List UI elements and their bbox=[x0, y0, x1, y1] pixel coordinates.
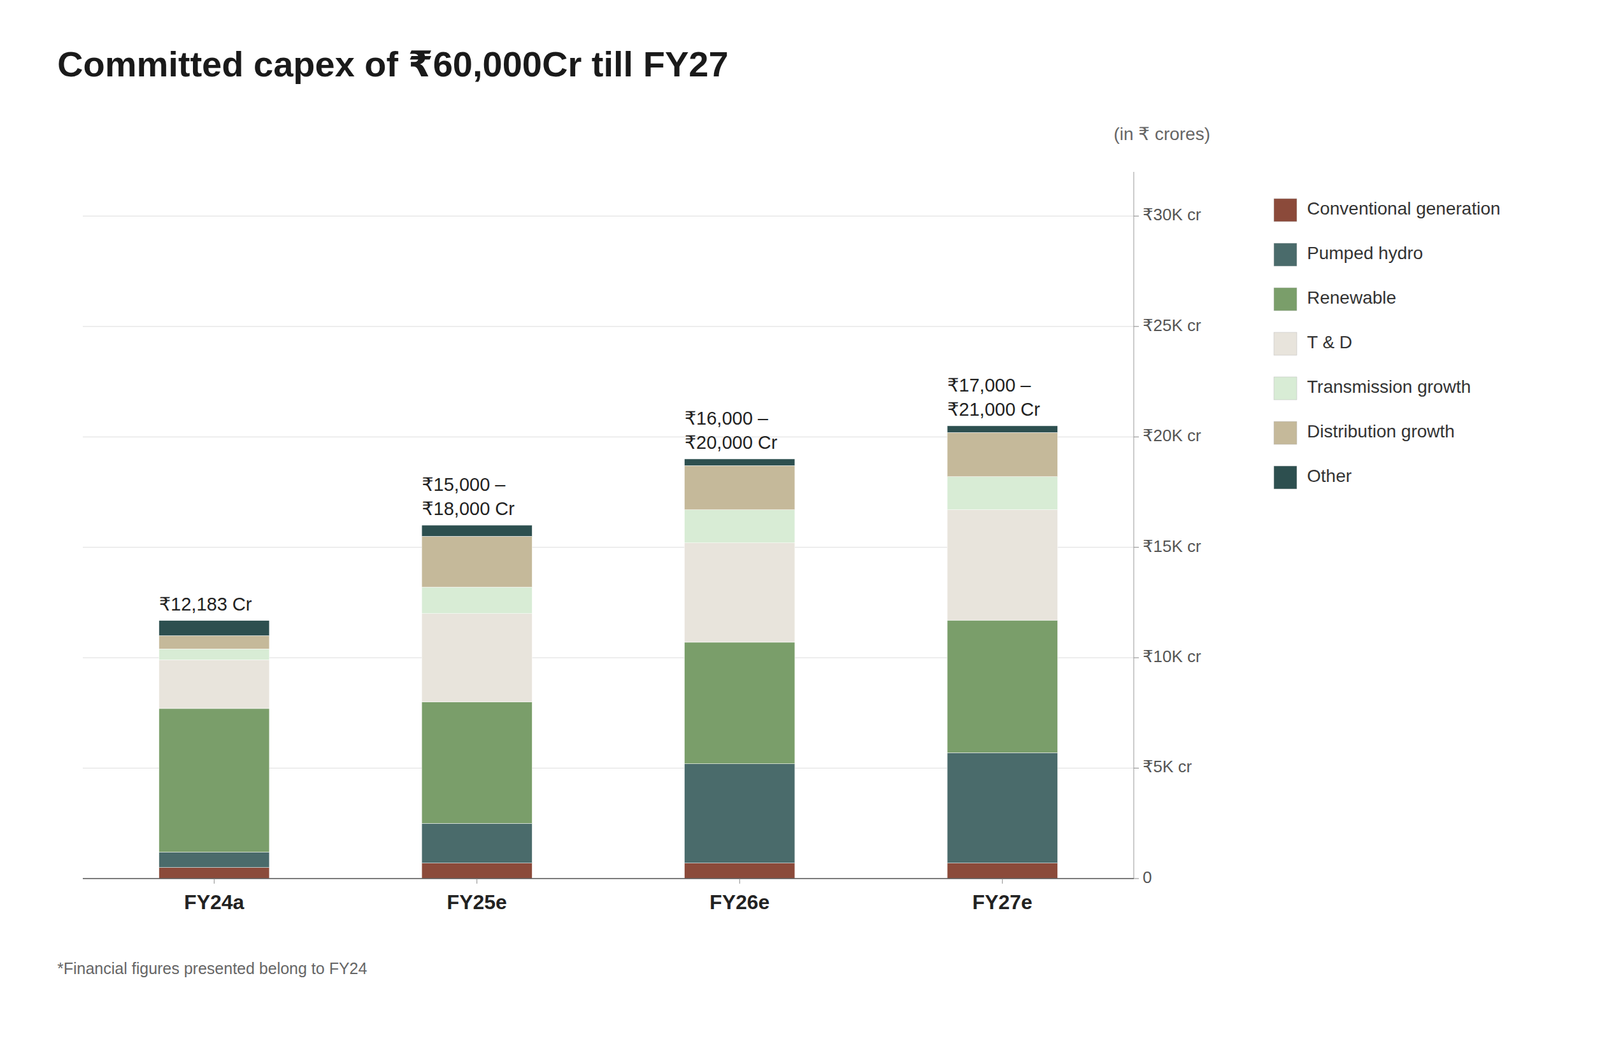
bar-annotation-line: ₹17,000 – bbox=[947, 375, 1032, 396]
x-tick bbox=[739, 878, 741, 885]
bar-segment bbox=[947, 510, 1058, 621]
legend-label: Distribution growth bbox=[1307, 421, 1455, 442]
legend-label: Renewable bbox=[1307, 287, 1397, 308]
legend-swatch bbox=[1273, 377, 1297, 400]
x-tick bbox=[1001, 878, 1003, 885]
bar-segment bbox=[684, 863, 795, 879]
grid-line bbox=[82, 326, 1134, 327]
bar-segment bbox=[684, 510, 795, 544]
legend-label: Conventional generation bbox=[1307, 198, 1501, 219]
x-axis-line bbox=[82, 878, 1134, 880]
x-tick-label: FY25e bbox=[447, 891, 508, 915]
x-tick-label: FY27e bbox=[972, 891, 1033, 915]
bar-annotation-line: ₹12,183 Cr bbox=[159, 594, 253, 615]
bar-segment bbox=[684, 465, 795, 510]
y-tick bbox=[1133, 326, 1139, 327]
legend-label: T & D bbox=[1307, 332, 1353, 353]
y-tick-label: ₹15K cr bbox=[1142, 536, 1202, 557]
bar-annotation-line: ₹15,000 – bbox=[421, 474, 506, 495]
bar-segment bbox=[159, 852, 270, 868]
y-tick-label: ₹10K cr bbox=[1142, 647, 1202, 667]
bar-annotation: ₹16,000 – ₹20,000 Cr bbox=[684, 408, 778, 453]
y-tick bbox=[1133, 436, 1139, 438]
bar-segment bbox=[947, 863, 1058, 879]
y-tick-label: ₹25K cr bbox=[1142, 315, 1202, 336]
bar-segment bbox=[159, 708, 270, 853]
legend-label: Pumped hydro bbox=[1307, 243, 1423, 264]
y-tick-label: 0 bbox=[1142, 868, 1152, 888]
bar-annotation: ₹17,000 – ₹21,000 Cr bbox=[947, 375, 1041, 420]
x-tick bbox=[214, 878, 215, 885]
y-axis-line bbox=[1133, 171, 1135, 879]
bar-segment bbox=[947, 620, 1058, 753]
bar-annotation-line: ₹21,000 Cr bbox=[947, 399, 1041, 420]
bar-segment bbox=[947, 752, 1058, 864]
legend-swatch bbox=[1273, 198, 1297, 222]
x-tick-label: FY26e bbox=[709, 891, 770, 915]
bar-segment bbox=[684, 764, 795, 864]
bar-segment bbox=[947, 477, 1058, 511]
bar-annotation: ₹12,183 Cr bbox=[159, 594, 253, 615]
legend: Conventional generation Pumped hydro Renew… bbox=[1273, 198, 1501, 490]
y-tick-label: ₹5K cr bbox=[1142, 757, 1193, 777]
bars bbox=[159, 426, 1058, 879]
footnote: *Financial figures presented belong to F… bbox=[57, 959, 368, 978]
title: Committed capex of ₹60,000Cr till FY27 bbox=[57, 43, 729, 85]
legend-swatch bbox=[1273, 466, 1297, 490]
bar-segment bbox=[159, 621, 270, 637]
y-tick bbox=[1133, 547, 1139, 548]
bar-segment bbox=[159, 649, 270, 660]
bar-segment bbox=[421, 614, 532, 703]
y-tick bbox=[1133, 657, 1139, 659]
legend-swatch bbox=[1273, 332, 1297, 356]
x-tick bbox=[476, 878, 478, 885]
bar-annotation: ₹15,000 – ₹18,000 Cr bbox=[421, 474, 515, 520]
legend-swatch bbox=[1273, 421, 1297, 445]
y-tick bbox=[1133, 215, 1139, 217]
bar-segment bbox=[159, 868, 270, 879]
bar-segment bbox=[421, 525, 532, 537]
bar-annotation-line: ₹20,000 Cr bbox=[684, 432, 778, 453]
bar-segment bbox=[421, 702, 532, 825]
y-tick-label: ₹30K cr bbox=[1142, 205, 1202, 225]
bar-segment bbox=[947, 426, 1058, 433]
x-tick-label: FY24a bbox=[184, 891, 244, 915]
legend-label: Other bbox=[1307, 466, 1352, 486]
grid bbox=[82, 215, 1134, 879]
bar-segment bbox=[421, 536, 532, 588]
grid-line bbox=[82, 215, 1134, 217]
legend-swatch bbox=[1273, 243, 1297, 267]
grid-line bbox=[82, 878, 1134, 880]
bar-segment bbox=[684, 543, 795, 643]
bar-annotation-line: ₹18,000 Cr bbox=[421, 498, 515, 520]
legend-label: Transmission growth bbox=[1307, 377, 1471, 397]
chart: Committed capex of ₹60,000Cr till FY27 (i… bbox=[0, 0, 1600, 1039]
y-tick bbox=[1133, 878, 1139, 880]
bar-segment bbox=[684, 642, 795, 765]
legend-swatch bbox=[1273, 287, 1297, 311]
y-tick-label: ₹20K cr bbox=[1142, 426, 1202, 446]
bar-segment bbox=[159, 660, 270, 709]
bar-segment bbox=[947, 432, 1058, 477]
y-tick bbox=[1133, 768, 1139, 769]
bar-segment bbox=[159, 635, 270, 650]
bar-annotation-line: ₹16,000 – bbox=[684, 408, 769, 429]
bar-segment bbox=[421, 587, 532, 615]
subtitle: (in ₹ crores) bbox=[1113, 124, 1211, 144]
bar-segment bbox=[684, 459, 795, 466]
bar-segment bbox=[421, 863, 532, 879]
bar-segment bbox=[421, 823, 532, 864]
